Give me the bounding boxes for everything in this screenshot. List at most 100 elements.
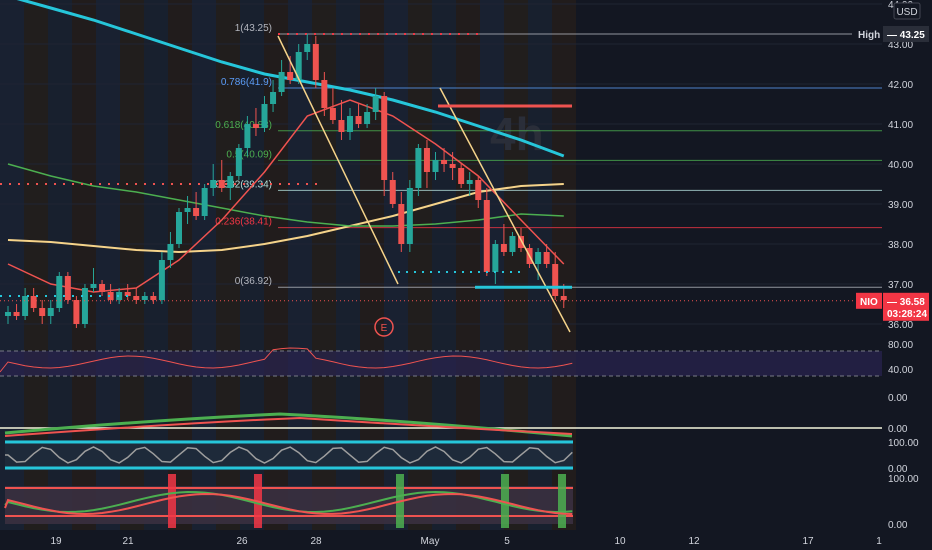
price-tick-label: 38.00 <box>888 240 913 251</box>
candle-body <box>244 124 251 148</box>
candle-body <box>295 52 302 80</box>
candle-body <box>30 296 37 308</box>
signal-bar <box>501 474 509 528</box>
fib-level-label: 0.786(41.9) <box>221 77 272 88</box>
price-tick-label: 42.00 <box>888 80 913 91</box>
candle-body <box>116 292 123 300</box>
candle-body <box>227 176 234 188</box>
time-tick-label: May <box>421 536 440 547</box>
candle-body <box>124 292 131 296</box>
time-tick-label: 26 <box>236 536 248 547</box>
grid-lines <box>0 3 882 325</box>
last-price-value: — 36.58 <box>887 297 925 308</box>
time-axis-background <box>0 530 932 550</box>
candlestick-series <box>5 34 567 328</box>
candle-body <box>458 168 465 184</box>
fib-level-label: 0(36.92) <box>235 276 272 287</box>
stochastic-line <box>5 446 573 464</box>
candle-body <box>133 296 140 300</box>
candle-body <box>449 164 456 168</box>
candle-body <box>193 208 200 216</box>
candle-body <box>141 296 148 300</box>
candle-body <box>176 212 182 244</box>
rsi-tick-label: 40.00 <box>888 365 913 376</box>
time-tick-label: 12 <box>688 536 700 547</box>
earnings-marker <box>374 317 394 337</box>
candle-body <box>261 104 268 128</box>
candle-body <box>560 296 567 300</box>
currency-label: USD <box>896 7 917 18</box>
candle-body <box>432 160 439 172</box>
candle-body <box>535 252 542 264</box>
candle-body <box>158 260 165 300</box>
moving-averages <box>7 0 565 293</box>
fib-level-label: 0.236(38.41) <box>215 217 272 228</box>
last-price-symbol-box <box>856 292 882 309</box>
candle-body <box>483 200 490 272</box>
price-tick-label: 37.00 <box>888 280 913 291</box>
oscillator-tick-label: 0.00 <box>888 393 908 404</box>
time-tick-label: 5 <box>504 536 510 547</box>
candle-body <box>184 208 191 212</box>
candle-body <box>81 288 88 324</box>
signal-bar <box>168 474 176 528</box>
candle-body <box>415 148 422 188</box>
candle-body <box>321 80 328 108</box>
candle-body <box>167 244 174 260</box>
candle-body <box>99 284 106 292</box>
last-price-countdown: 03:28:24 <box>887 309 927 320</box>
pane-tick-label: 0.00 <box>888 464 908 475</box>
candle-body <box>270 92 277 104</box>
candle-body <box>312 44 319 80</box>
rsi-line <box>0 347 573 373</box>
time-tick-label: 21 <box>122 536 134 547</box>
fib-level-label: 0.618(40.83) <box>215 120 272 131</box>
candle-body <box>500 244 507 252</box>
candle-body <box>210 180 217 188</box>
moving-average-line <box>7 163 564 227</box>
candle-body <box>304 44 311 52</box>
candle-body <box>13 312 20 316</box>
last-price-box <box>883 292 929 321</box>
price-tick-label: 40.00 <box>888 160 913 171</box>
time-axis[interactable]: 19 21 26 28 May 5 10 12 17 1 <box>0 530 932 550</box>
price-tick-label: 43.00 <box>888 40 913 51</box>
candle-body <box>543 252 550 264</box>
momentum-slow <box>4 492 573 516</box>
high-badge-label: High <box>858 30 880 41</box>
trendline <box>439 87 571 333</box>
candle-body <box>329 108 336 120</box>
candle-body <box>218 180 225 188</box>
candle-body <box>150 296 157 300</box>
time-tick-label: 10 <box>614 536 626 547</box>
candle-body <box>518 236 524 248</box>
earnings-marker-label: E <box>381 323 388 334</box>
oscillator-line <box>4 412 573 438</box>
pane-tick-label: 0.00 <box>888 424 908 435</box>
time-tick-label: 17 <box>802 536 814 547</box>
candle-body <box>492 244 499 272</box>
candle-body <box>287 72 294 80</box>
price-axis[interactable]: 44.0043.0042.0041.0040.0039.0038.0037.00… <box>882 0 932 531</box>
momentum-pane <box>5 486 573 524</box>
pane-tick-label: 100.00 <box>888 474 919 485</box>
high-badge-value: — 43.25 <box>887 30 925 41</box>
price-axis-background <box>882 0 932 530</box>
rsi-tick-label: 80.00 <box>888 340 913 351</box>
candle-body <box>278 72 285 92</box>
candle-body <box>347 116 353 132</box>
high-badge-value-box <box>883 26 929 42</box>
candle-body <box>423 148 430 172</box>
candle-body <box>398 204 405 244</box>
fib-level-label: 1(43.25) <box>235 23 272 34</box>
candle-body <box>406 188 413 244</box>
time-tick-label: 28 <box>310 536 322 547</box>
price-tick-label: 41.00 <box>888 120 913 131</box>
candle-body <box>381 96 388 180</box>
candle-body <box>338 120 345 132</box>
signal-bar <box>558 474 566 528</box>
candle-body <box>107 292 114 300</box>
trend-drawings[interactable]: E <box>0 35 882 337</box>
trendline <box>277 35 399 285</box>
